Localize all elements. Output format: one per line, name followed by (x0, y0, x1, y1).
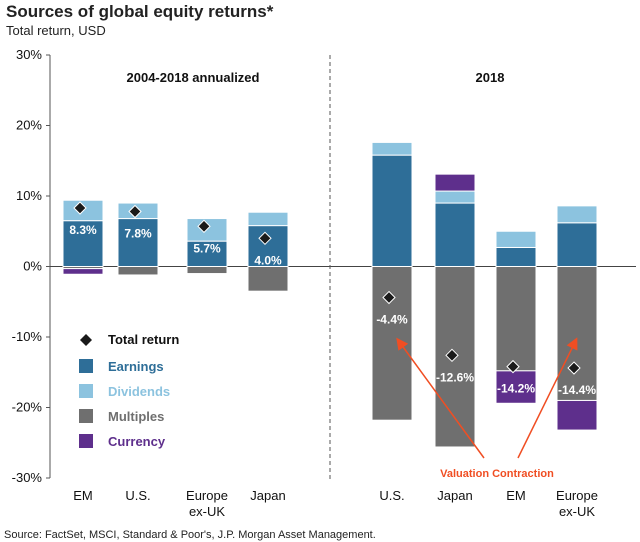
bar-segment-dividends (495, 230, 537, 248)
x-category-label-line: Europe (186, 488, 228, 503)
x-category-label-line: ex-UK (559, 504, 595, 519)
bar-segment-earnings (62, 220, 104, 268)
bar-segment-multiples (186, 266, 228, 275)
legend-label-currency: Currency (108, 434, 166, 449)
x-category-label-line: U.S. (125, 488, 150, 503)
x-category-label: Japan (437, 488, 472, 503)
bar-segment-multiples (371, 266, 413, 421)
bar-segment-multiples (247, 266, 289, 292)
total-return-label: 4.0% (254, 253, 282, 267)
bar-segment-multiples (117, 266, 159, 276)
annotation-arrow-right (517, 337, 578, 459)
total-return-marker (128, 204, 142, 219)
bar-segment-dividends (371, 141, 413, 156)
bar-segment-earnings (495, 246, 537, 267)
x-category-label: EM (506, 488, 526, 503)
total-return-label: 5.7% (193, 241, 221, 255)
y-tick-label: 10% (16, 188, 42, 203)
legend-label-dividends: Dividends (108, 384, 170, 399)
source-note: Source: FactSet, MSCI, Standard & Poor's… (4, 529, 376, 541)
x-category-label-line: Japan (437, 488, 472, 503)
total-return-label: 7.8% (124, 227, 152, 241)
total-return-label: -14.2% (497, 382, 535, 396)
x-category-label: EM (73, 488, 93, 503)
annotation-label: Valuation Contraction (440, 468, 554, 480)
bar-segment-currency (434, 173, 476, 192)
bar-segment-earnings (371, 154, 413, 267)
y-tick-label: -30% (12, 470, 43, 485)
x-category-label-line: EM (73, 488, 93, 503)
legend-marker-total-return (80, 334, 92, 346)
total-return-marker (567, 361, 581, 375)
x-category-label-line: ex-UK (189, 504, 225, 519)
total-return-label: 8.3% (69, 223, 97, 237)
total-return-marker (73, 201, 87, 215)
total-return-label: -4.4% (376, 313, 408, 327)
total-return-marker (197, 219, 211, 234)
y-tick-label: 0% (23, 259, 42, 274)
legend-label-multiples: Multiples (108, 409, 164, 424)
panel-label: 2018 (476, 70, 505, 85)
chart-subtitle: Total return, USD (6, 23, 106, 38)
x-category-label-line: U.S. (379, 488, 404, 503)
x-category-label: Europe ex-UK (556, 488, 598, 519)
total-return-marker (258, 231, 272, 246)
x-category-label-line: Japan (250, 488, 285, 503)
bar-segment-multiples (495, 266, 537, 372)
legend-label-total-return: Total return (108, 332, 179, 347)
bar-segment-dividends (556, 205, 598, 224)
x-category-label-line: EM (506, 488, 526, 503)
total-return-marker (506, 359, 520, 374)
legend-label-earnings: Earnings (108, 359, 164, 374)
bar-segment-earnings (556, 222, 598, 267)
bar-segment-dividends (247, 211, 289, 227)
y-tick-label: -10% (12, 329, 43, 344)
legend-swatch-multiples (79, 409, 93, 423)
x-category-label: U.S. (379, 488, 404, 503)
total-return-label: -12.6% (436, 370, 474, 384)
total-return-marker (382, 290, 396, 305)
legend-swatch-dividends (79, 384, 93, 398)
bar-segment-multiples (556, 266, 598, 401)
chart-title: Sources of global equity returns* (6, 2, 274, 21)
y-tick-label: -20% (12, 400, 43, 415)
bar-segment-currency (62, 268, 104, 275)
bar-segment-currency (495, 370, 537, 404)
legend-swatch-earnings (79, 359, 93, 373)
y-tick-label: 20% (16, 118, 42, 133)
bar-segment-dividends (434, 190, 476, 204)
x-category-label: Europe ex-UK (186, 488, 228, 519)
annotation-arrow-left (396, 337, 485, 459)
y-tick-label: 30% (16, 47, 42, 62)
x-category-label: Japan (250, 488, 285, 503)
panel-label: 2004-2018 annualized (127, 70, 260, 85)
bar-segment-currency (556, 399, 598, 431)
legend-swatch-currency (79, 434, 93, 448)
total-return-marker (445, 348, 459, 363)
total-return-label: -14.4% (558, 383, 596, 397)
bar-segment-earnings (434, 202, 476, 268)
x-category-label: U.S. (125, 488, 150, 503)
x-category-label-line: Europe (556, 488, 598, 503)
